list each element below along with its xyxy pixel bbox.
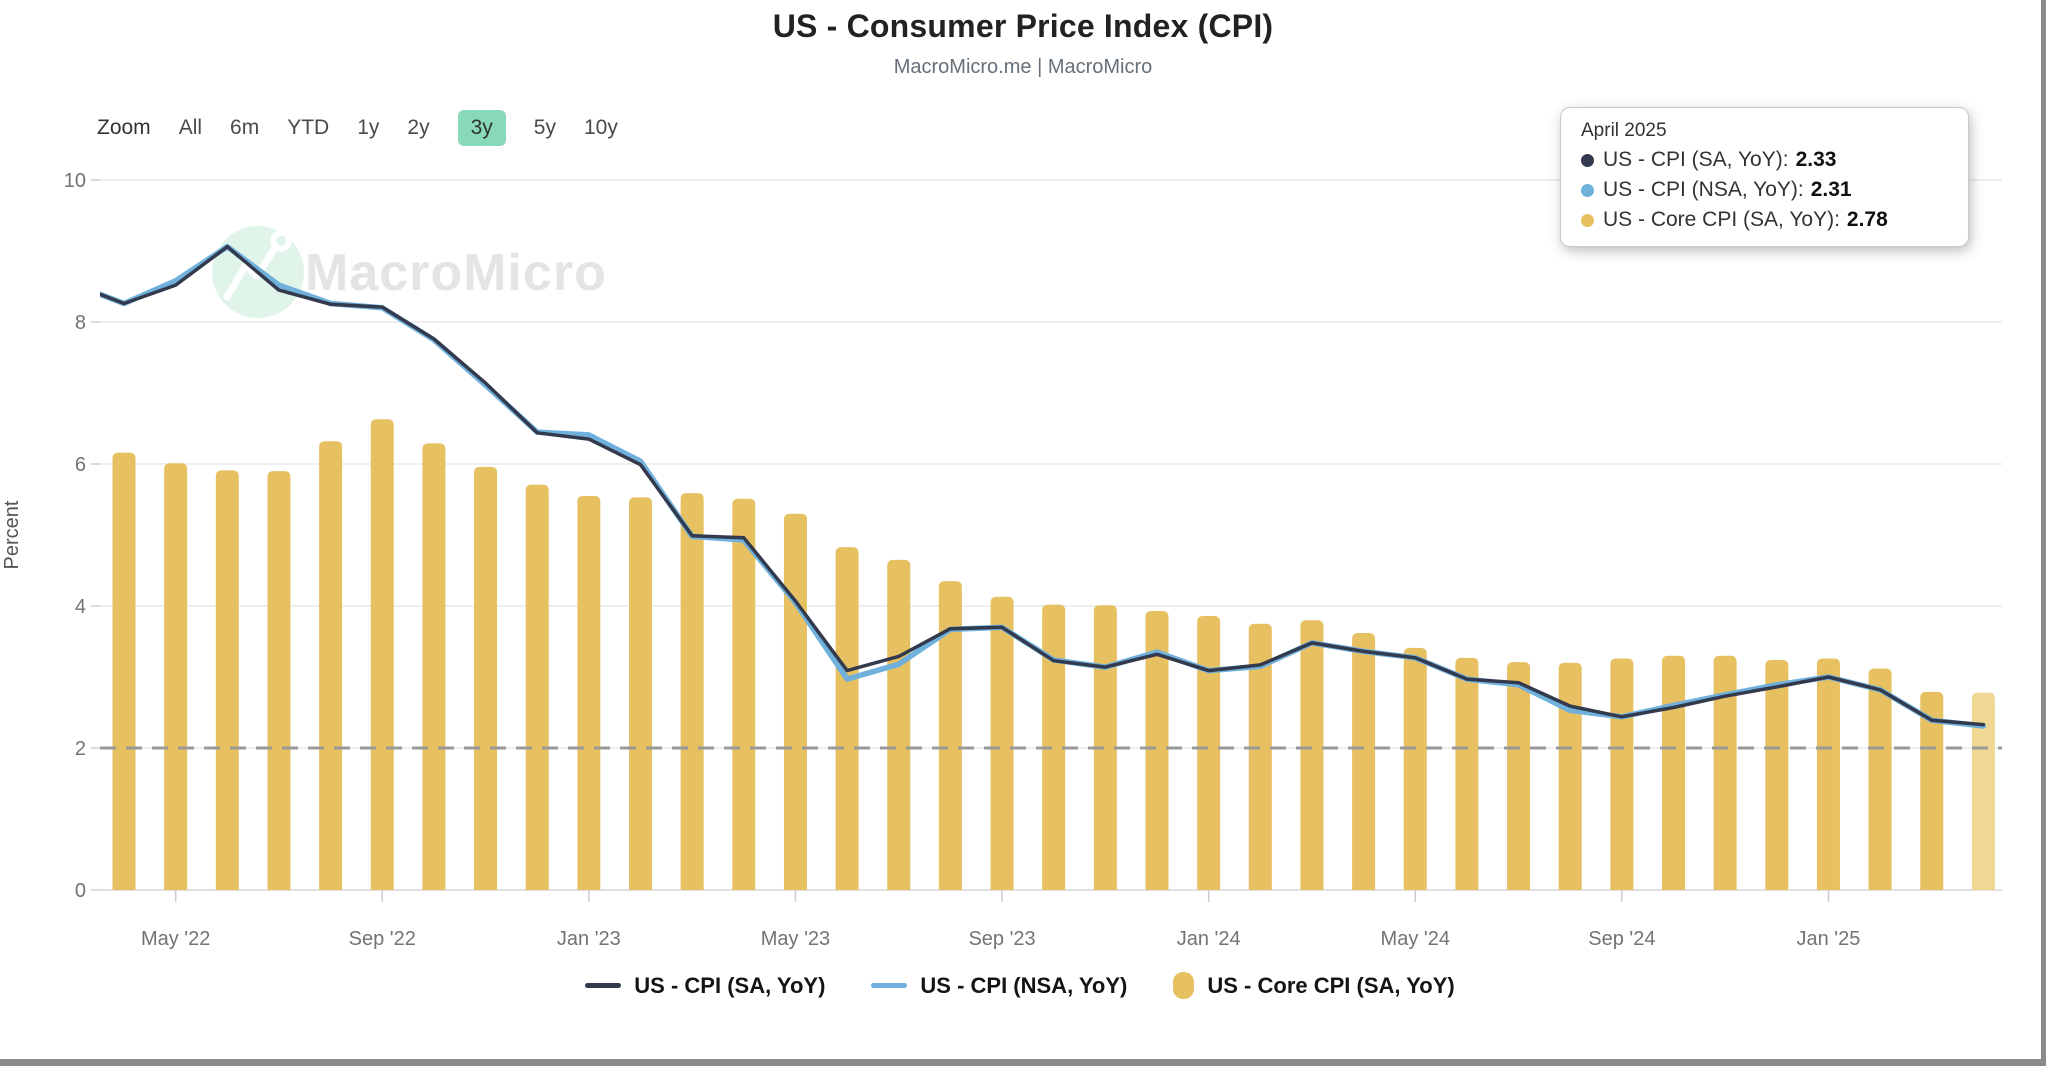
core-cpi-bar[interactable] [1145,610,1169,890]
legend-item[interactable]: US - Core CPI (SA, YoY) [1173,972,1455,999]
core-cpi-bar[interactable] [1558,662,1582,890]
watermark-dot-glyph [270,230,292,252]
core-cpi-bar[interactable] [1816,658,1840,890]
series-color-dot-icon [1581,153,1594,167]
window-bottom-edge [0,1059,2046,1066]
core-cpi-bar[interactable] [1713,655,1737,890]
core-cpi-bar[interactable] [938,581,962,890]
zoom-label: Zoom [97,116,151,139]
core-cpi-bar[interactable] [1093,605,1117,890]
range-button-6m[interactable]: 6m [230,116,260,139]
core-cpi-bar[interactable] [1403,647,1427,890]
core-cpi-bar[interactable] [887,559,911,890]
cpi-sa-line[interactable] [72,244,1986,727]
range-button-2y[interactable]: 2y [407,116,430,139]
y-axis-title: Percent [1,500,23,569]
core-cpi-bar[interactable] [1765,659,1789,890]
range-button-5y[interactable]: 5y [533,116,556,139]
watermark-text: MacroMicro [305,244,607,302]
tooltip-series-label: US - CPI (NSA, YoY): [1603,178,1804,201]
legend-bar-marker-icon [1173,972,1195,999]
range-button-all[interactable]: All [178,116,203,139]
watermark-trend-glyph [223,242,280,301]
core-cpi-bar[interactable] [1507,662,1531,890]
legend-label: US - CPI (SA, YoY) [634,972,826,998]
range-button-10y[interactable]: 10y [583,116,618,139]
core-cpi-bar[interactable] [1610,658,1634,890]
core-cpi-bar[interactable] [422,443,446,890]
core-cpi-bar[interactable] [267,471,291,890]
range-button-3y[interactable]: 3y [457,110,506,146]
core-cpi-bar[interactable] [577,495,601,890]
legend-line-marker-icon [585,983,622,988]
core-cpi-bar[interactable] [990,596,1014,890]
range-button-ytd[interactable]: YTD [287,116,330,139]
tooltip-row: US - CPI (NSA, YoY): 2.31 [1581,175,1952,205]
legend-item[interactable]: US - CPI (NSA, YoY) [871,973,1127,999]
page-title: US - Consumer Price Index (CPI) [772,8,1274,44]
window-right-edge [2041,0,2046,1066]
x-axis-tick-label: May '23 [761,928,830,950]
core-cpi-bar[interactable] [1662,655,1685,890]
tooltip-date: April 2025 [1581,120,1667,141]
x-axis-tick-label: Sep '24 [1588,928,1655,950]
core-cpi-bar[interactable] [680,493,704,890]
tooltip-series-label: US - CPI (SA, YoY): [1603,148,1789,171]
core-cpi-bar[interactable] [1352,632,1376,890]
tooltip-row: US - CPI (SA, YoY): 2.33 [1581,145,1952,175]
x-axis-tick-label: May '24 [1381,928,1450,950]
core-cpi-bar[interactable] [164,463,188,890]
series-color-dot-icon [1581,183,1594,197]
tooltip-series-value: 2.78 [1846,208,1888,231]
cpi-nsa-line[interactable] [72,243,1987,729]
core-cpi-bar[interactable] [370,419,394,890]
core-cpi-bar[interactable] [1042,604,1066,890]
tooltip-series-label: US - Core CPI (SA, YoY): [1603,208,1840,231]
x-axis-tick-label: Jan '24 [1177,928,1241,950]
x-axis-tick-label: Sep '23 [968,928,1035,950]
legend-label: US - CPI (NSA, YoY) [920,972,1128,998]
tooltip-series-value: 2.33 [1795,148,1837,171]
tooltip-series-value: 2.31 [1810,178,1852,201]
core-cpi-bar-hovered[interactable] [1971,692,1995,890]
core-cpi-bar[interactable] [629,497,652,890]
range-button-1y[interactable]: 1y [357,116,380,139]
y-axis-tick-label: 4 [75,596,86,618]
x-axis-tick-label: May '22 [141,928,210,950]
core-cpi-bar[interactable] [835,547,859,890]
tooltip: April 2025 US - CPI (SA, YoY): 2.33 US - C… [1560,107,1969,247]
core-cpi-bar[interactable] [319,441,343,890]
legend-label: US - Core CPI (SA, YoY) [1207,972,1455,998]
core-cpi-bar[interactable] [525,484,549,890]
core-cpi-bar[interactable] [783,513,807,890]
core-cpi-bar[interactable] [112,452,136,890]
legend-item[interactable]: US - CPI (SA, YoY) [585,973,825,999]
x-axis-tick-label: Jan '25 [1797,928,1861,950]
core-cpi-bar[interactable] [215,470,239,890]
core-cpi-bar[interactable] [732,498,756,890]
core-cpi-bar[interactable] [474,466,498,890]
range-toolbar: Zoom All 6m YTD 1y 2y 3y 5y 10y [97,110,618,146]
page-subtitle: MacroMicro.me | MacroMicro [893,56,1153,78]
tooltip-row: US - Core CPI (SA, YoY): 2.78 [1581,205,1952,235]
core-cpi-bar[interactable] [1868,668,1892,890]
y-axis-tick-label: 8 [75,312,86,334]
core-cpi-bar[interactable] [1197,615,1221,890]
y-axis-tick-label: 10 [64,170,86,192]
core-cpi-bar[interactable] [1455,657,1479,890]
x-axis-tick-label: Jan '23 [557,928,621,950]
series-color-dot-icon [1581,213,1594,227]
legend-line-marker-icon [871,983,908,988]
y-axis-tick-label: 0 [75,880,86,902]
y-axis-tick-label: 6 [75,454,86,476]
x-axis-tick-label: Sep '22 [349,928,416,950]
core-cpi-bar[interactable] [1248,623,1272,890]
core-cpi-bar[interactable] [1920,691,1944,890]
y-axis-tick-label: 2 [75,738,86,760]
macromicro-watermark: MacroMicro [212,226,607,318]
legend: US - CPI (SA, YoY) US - CPI (NSA, YoY) US … [0,972,2040,999]
core-cpi-bar[interactable] [1300,620,1324,890]
